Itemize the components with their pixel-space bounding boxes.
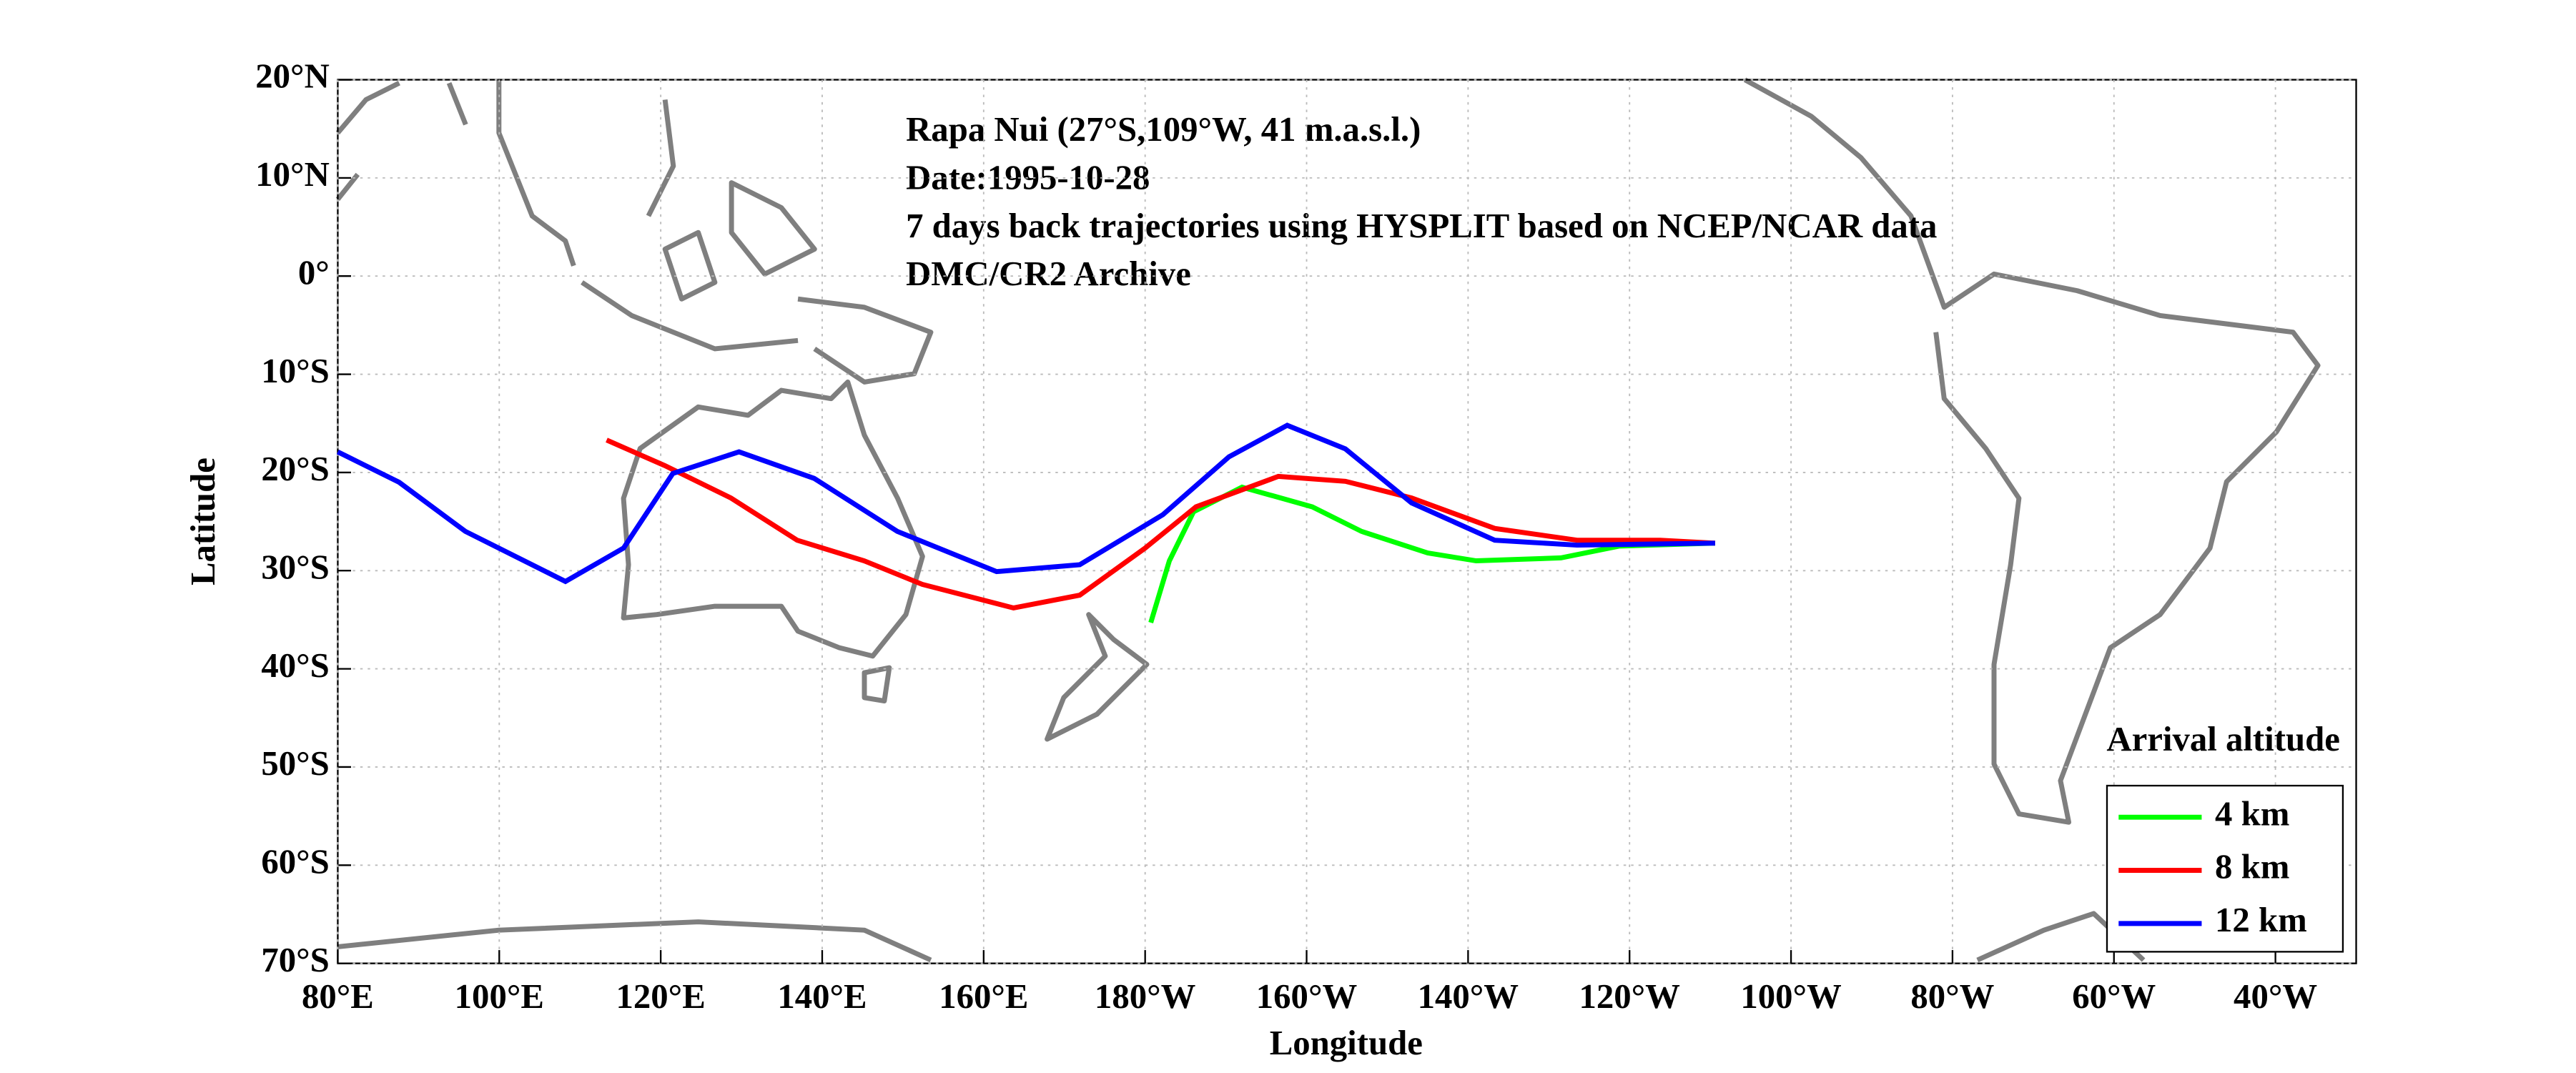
x-tick-label: 100°W [1740,977,1842,1016]
x-tick-label: 80°E [302,977,374,1016]
y-tick-label: 20°N [255,57,330,96]
annotation: 7 days back trajectories using HYSPLIT b… [906,207,1937,245]
coastline [1045,612,1150,742]
legend-label: 8 km [2215,848,2289,886]
y-tick-label: 20°S [261,450,329,488]
y-tick-label: 10°S [261,352,329,390]
y-tick-label: 60°S [261,843,329,881]
y-tick-label: 30°S [261,548,329,586]
legend-title: Arrival altitude [2106,720,2340,758]
x-tick-label: 120°E [616,977,706,1016]
x-tick-label: 80°W [1910,977,1994,1016]
x-tick-label: 60°W [2072,977,2156,1016]
y-tick-label: 0° [298,253,330,292]
annotation: Rapa Nui (27°S,109°W, 41 m.a.s.l.) [906,110,1421,149]
annotation: DMC/CR2 Archive [906,254,1191,293]
y-axis-label: Latitude [184,458,222,585]
trajectory-line [1148,484,1716,624]
coastlines [335,77,2321,963]
legend-label: 4 km [2215,794,2289,833]
x-tick-label: 140°E [777,977,867,1016]
x-tick-label: 180°W [1095,977,1196,1016]
x-tick-label: 160°W [1256,977,1358,1016]
coastline [621,379,925,659]
x-tick-label: 120°W [1579,977,1680,1016]
x-axis-label: Longitude [1270,1024,1423,1062]
y-tick-label: 10°N [255,155,330,194]
x-tick-label: 100°E [455,977,544,1016]
x-tick-label: 160°E [939,977,1028,1016]
y-tick-label: 40°S [261,646,329,685]
x-tick-label: 140°W [1418,977,1519,1016]
coastline [337,919,932,963]
y-tick-label: 70°S [261,941,329,979]
x-tick-label: 40°W [2234,977,2317,1016]
coastline [862,665,892,704]
coastline [335,79,934,385]
coastline [1743,77,2321,825]
y-tick-label: 50°S [261,744,329,783]
trajectory-line [606,437,1716,611]
legend-label: 12 km [2215,901,2307,939]
trajectory-line [336,422,1715,585]
